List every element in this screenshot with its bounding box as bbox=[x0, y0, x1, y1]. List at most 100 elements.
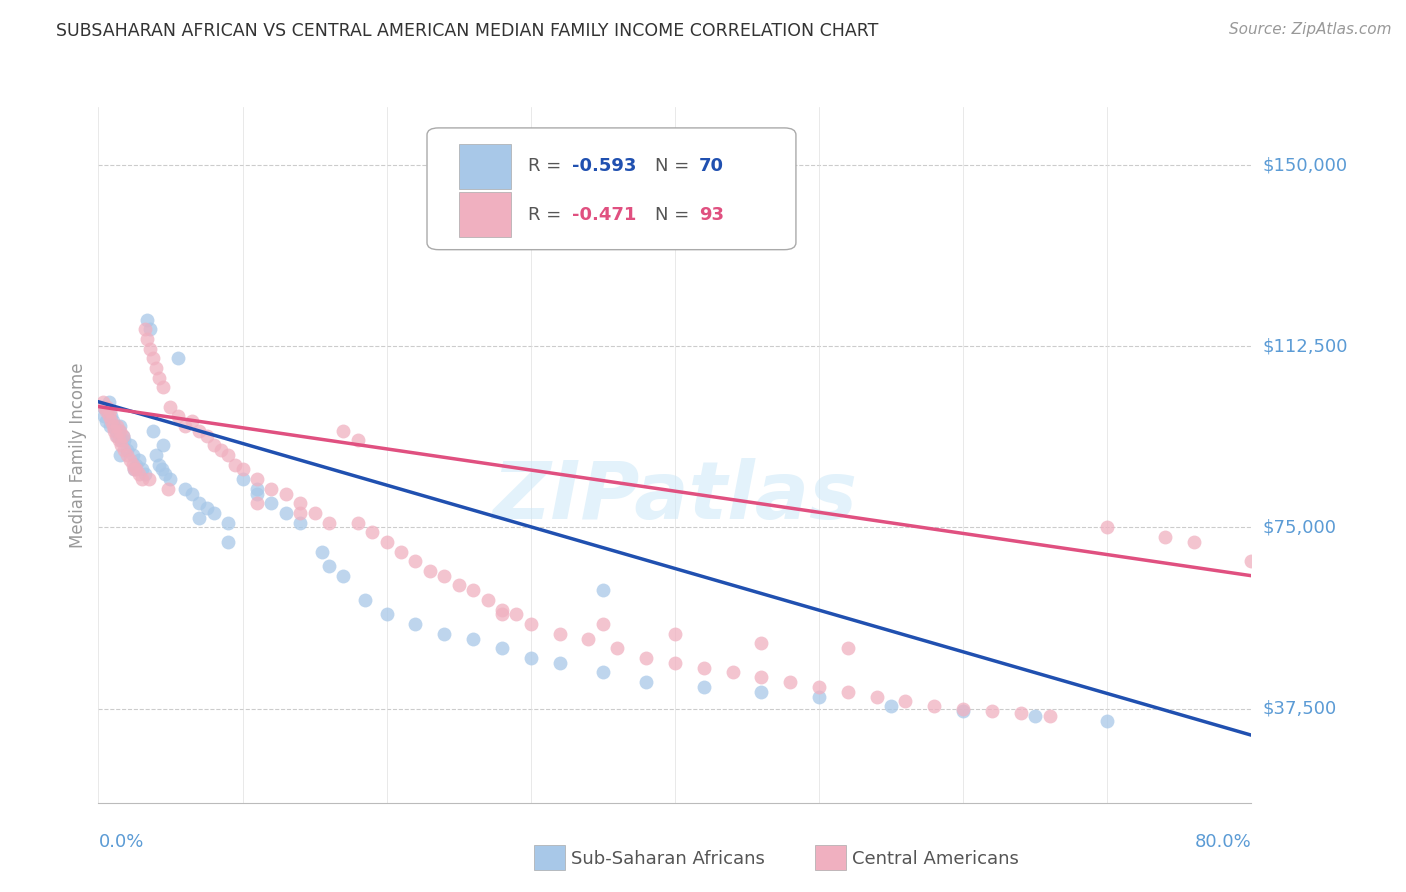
Point bbox=[101, 414, 124, 428]
Text: Central Americans: Central Americans bbox=[852, 850, 1019, 868]
Point bbox=[405, 554, 427, 568]
Point bbox=[304, 506, 326, 520]
Point bbox=[231, 462, 254, 476]
Text: Sub-Saharan Africans: Sub-Saharan Africans bbox=[571, 850, 765, 868]
Point bbox=[693, 680, 716, 694]
Point bbox=[134, 467, 156, 482]
Point bbox=[389, 544, 412, 558]
Point bbox=[100, 409, 122, 424]
Point bbox=[139, 322, 162, 336]
Text: N =: N = bbox=[655, 157, 696, 175]
Point bbox=[152, 438, 174, 452]
FancyBboxPatch shape bbox=[460, 144, 512, 189]
Point bbox=[150, 462, 173, 476]
Text: 80.0%: 80.0% bbox=[1195, 833, 1251, 851]
Point bbox=[91, 400, 114, 414]
Point bbox=[375, 534, 398, 549]
Point bbox=[122, 458, 145, 472]
Point bbox=[98, 404, 121, 418]
Point bbox=[290, 496, 312, 510]
Point bbox=[217, 516, 239, 530]
Point bbox=[837, 641, 859, 656]
Point bbox=[145, 448, 167, 462]
Point bbox=[145, 361, 167, 376]
Point bbox=[332, 424, 354, 438]
Point bbox=[346, 516, 368, 530]
Text: SUBSAHARAN AFRICAN VS CENTRAL AMERICAN MEDIAN FAMILY INCOME CORRELATION CHART: SUBSAHARAN AFRICAN VS CENTRAL AMERICAN M… bbox=[56, 22, 879, 40]
Text: $37,500: $37,500 bbox=[1263, 699, 1337, 717]
Point bbox=[346, 434, 368, 448]
Text: 0.0%: 0.0% bbox=[98, 833, 143, 851]
Point bbox=[231, 472, 254, 486]
Point bbox=[751, 670, 773, 684]
Point bbox=[447, 578, 470, 592]
Point bbox=[120, 452, 142, 467]
Point bbox=[96, 400, 118, 414]
Point bbox=[124, 462, 146, 476]
Point bbox=[664, 626, 686, 640]
Point bbox=[433, 626, 456, 640]
Point bbox=[693, 660, 716, 674]
Point bbox=[103, 424, 125, 438]
Point bbox=[1038, 708, 1062, 723]
Point bbox=[122, 448, 145, 462]
Text: $150,000: $150,000 bbox=[1263, 156, 1347, 174]
Point bbox=[260, 482, 283, 496]
Point bbox=[1182, 534, 1205, 549]
Point bbox=[318, 516, 340, 530]
Point bbox=[93, 409, 115, 424]
Point bbox=[148, 458, 170, 472]
Point bbox=[120, 438, 142, 452]
Point bbox=[548, 626, 571, 640]
Point bbox=[1240, 554, 1263, 568]
Text: $75,000: $75,000 bbox=[1263, 518, 1337, 536]
Point bbox=[166, 351, 188, 366]
Point bbox=[592, 617, 614, 632]
Point bbox=[131, 472, 153, 486]
Point bbox=[101, 419, 124, 434]
Point bbox=[217, 534, 239, 549]
Point bbox=[138, 472, 160, 486]
Point bbox=[142, 424, 165, 438]
Point bbox=[952, 704, 974, 718]
Point bbox=[606, 641, 628, 656]
Text: -0.593: -0.593 bbox=[572, 157, 637, 175]
Point bbox=[311, 544, 333, 558]
Point bbox=[246, 472, 269, 486]
Point bbox=[142, 351, 165, 366]
Point bbox=[1024, 708, 1046, 723]
Point bbox=[174, 482, 197, 496]
Point bbox=[246, 482, 269, 496]
Point bbox=[153, 467, 176, 482]
Point bbox=[405, 617, 427, 632]
Point bbox=[112, 434, 135, 448]
Point bbox=[274, 486, 297, 500]
Point bbox=[111, 428, 134, 442]
Point bbox=[880, 699, 903, 714]
Point bbox=[354, 592, 377, 607]
Text: N =: N = bbox=[655, 206, 696, 224]
Point bbox=[108, 424, 131, 438]
Point bbox=[139, 342, 162, 356]
Point bbox=[110, 434, 132, 448]
Point bbox=[461, 632, 484, 646]
Point bbox=[136, 312, 159, 326]
Text: $112,500: $112,500 bbox=[1263, 337, 1348, 355]
Point bbox=[105, 419, 128, 434]
Text: 93: 93 bbox=[699, 206, 724, 224]
Point bbox=[188, 424, 211, 438]
Point bbox=[107, 424, 129, 438]
Point bbox=[952, 701, 974, 715]
Point bbox=[202, 506, 225, 520]
Point bbox=[894, 694, 917, 708]
Point bbox=[125, 462, 148, 476]
Point bbox=[181, 414, 204, 428]
Point bbox=[209, 443, 232, 458]
Point bbox=[592, 583, 614, 598]
Text: R =: R = bbox=[529, 206, 568, 224]
Point bbox=[100, 414, 122, 428]
Point bbox=[837, 684, 859, 698]
Point bbox=[94, 414, 117, 428]
Point bbox=[124, 462, 146, 476]
Point bbox=[125, 458, 148, 472]
